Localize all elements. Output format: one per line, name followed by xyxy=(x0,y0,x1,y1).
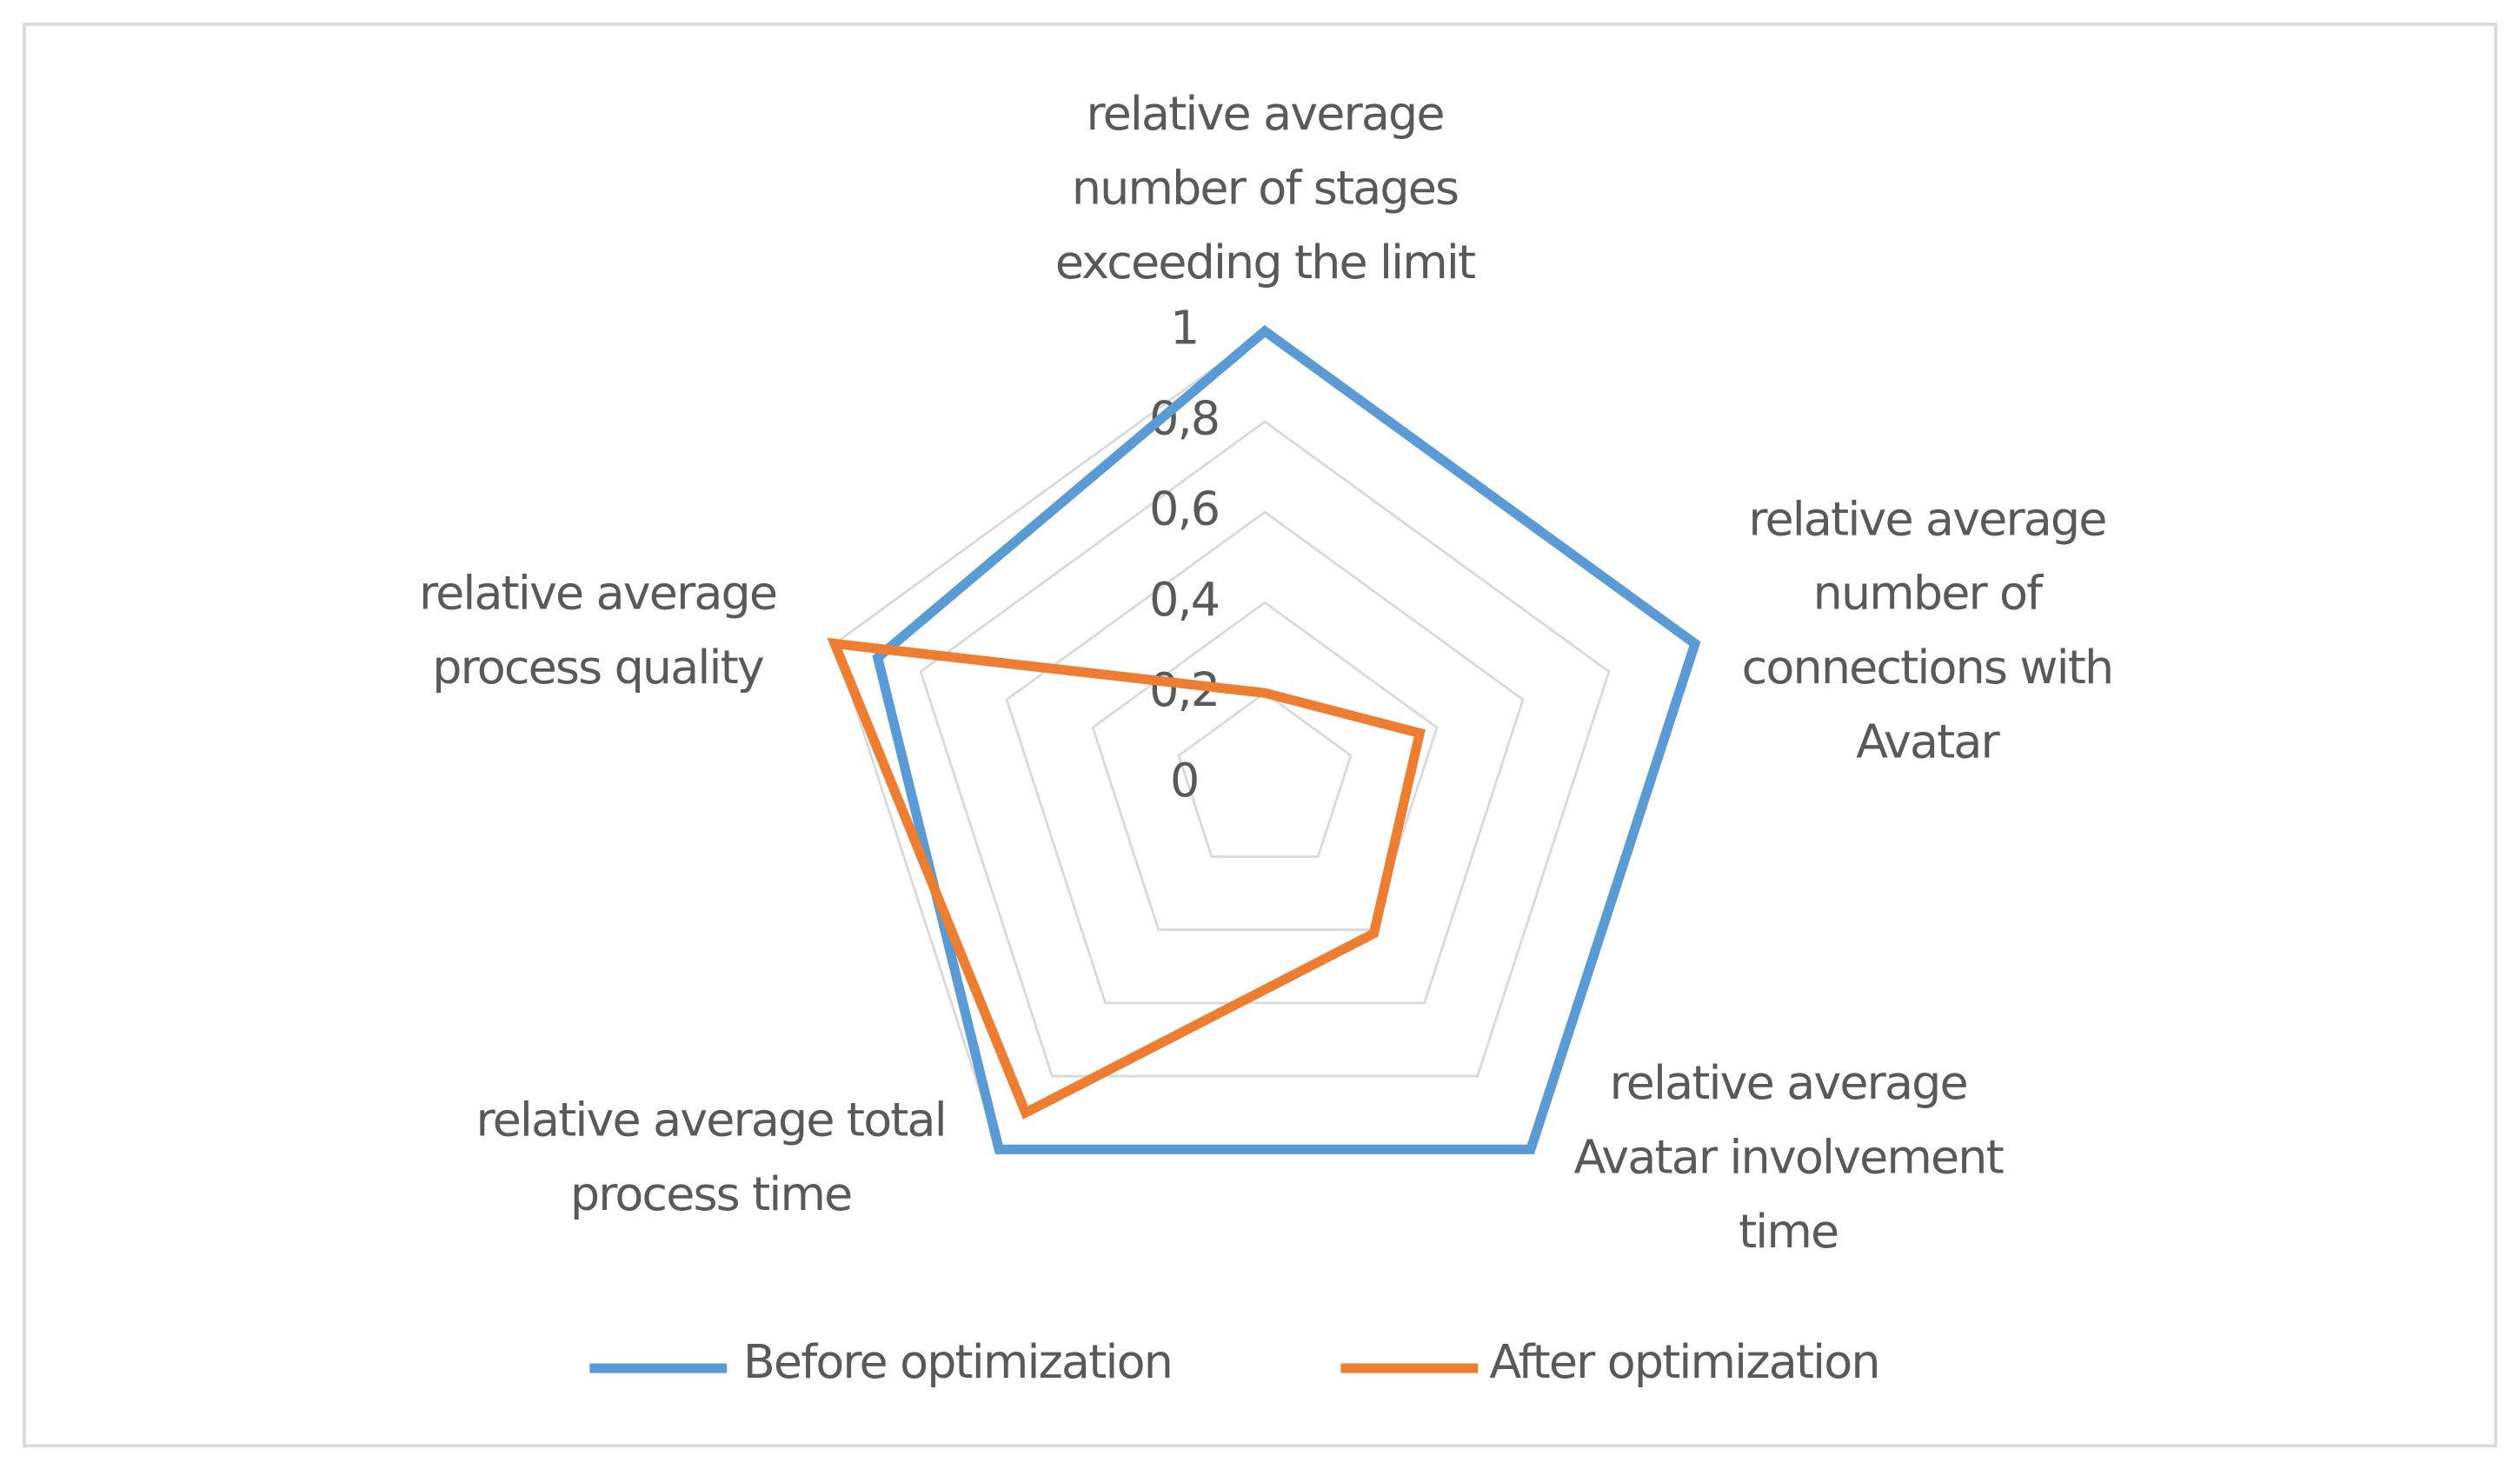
series-line xyxy=(827,637,1426,1120)
chart-frame xyxy=(23,23,2497,1448)
tick-label: 1 xyxy=(1170,301,1198,356)
grid-ring xyxy=(1177,691,1353,858)
category-label: relative average number of connections wit… xyxy=(1742,491,2113,768)
tick-label: 0,6 xyxy=(1149,482,1219,536)
category-label: relative average Avatar involvement time xyxy=(1573,1054,2003,1258)
tick-label: 0,4 xyxy=(1149,572,1219,627)
tick-label: 0 xyxy=(1170,753,1198,808)
legend-label: Before optimization xyxy=(743,1334,1172,1389)
grid-ring xyxy=(919,420,1611,1078)
series-line xyxy=(872,324,1701,1154)
legend-label: After optimization xyxy=(1489,1334,1878,1389)
category-label: relative average total process time xyxy=(476,1092,946,1220)
grid-ring xyxy=(1091,601,1439,932)
category-label: relative average number of stages exceedin… xyxy=(1055,85,1475,289)
category-label: relative average process quality xyxy=(419,565,776,694)
